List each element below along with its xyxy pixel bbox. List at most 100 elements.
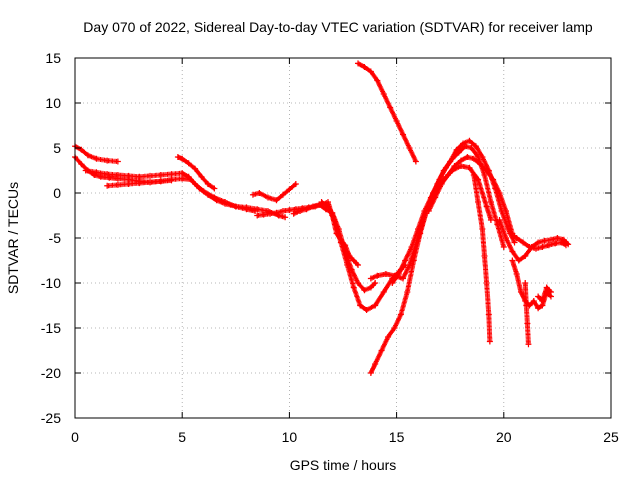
data-point — [374, 77, 381, 84]
y-tick-label: -10 — [41, 275, 61, 291]
data-point — [517, 289, 524, 295]
data-point — [460, 140, 467, 147]
data-point — [472, 143, 479, 150]
data-point — [520, 239, 527, 246]
data-point — [200, 188, 207, 195]
data-point — [477, 161, 484, 168]
y-axis-label: SDTVAR / TECUs — [5, 182, 21, 294]
data-point — [525, 341, 532, 348]
series-arc-4 — [104, 177, 175, 189]
data-point — [475, 199, 482, 205]
data-point — [104, 171, 111, 178]
data-point — [372, 280, 379, 286]
data-point — [211, 185, 218, 192]
data-point — [539, 298, 546, 304]
data-point — [367, 68, 374, 75]
data-point — [372, 361, 379, 367]
data-point — [260, 211, 267, 218]
y-tick-label: 15 — [45, 50, 61, 66]
series-arc-6 — [249, 181, 299, 204]
data-point — [408, 244, 415, 250]
data-point — [292, 181, 299, 187]
data-point — [147, 172, 154, 179]
data-point — [417, 230, 424, 237]
data-point — [374, 272, 381, 279]
data-point — [509, 248, 516, 255]
x-tick-label: 15 — [389, 429, 405, 445]
data-point — [522, 280, 529, 286]
data-point — [297, 208, 304, 214]
y-tick-label: -15 — [41, 320, 61, 336]
data-point — [273, 209, 280, 216]
data-point — [243, 206, 250, 213]
data-point — [324, 203, 331, 210]
data-point — [286, 186, 293, 193]
data-point — [483, 167, 490, 174]
data-point — [318, 199, 325, 205]
data-point — [562, 242, 569, 249]
x-tick-label: 20 — [496, 429, 512, 445]
data-point — [372, 302, 379, 309]
y-tick-label: -25 — [41, 410, 61, 426]
data-point — [279, 191, 286, 198]
data-point — [125, 181, 132, 187]
data-point — [389, 280, 396, 286]
data-point — [264, 194, 271, 201]
data-point — [114, 181, 121, 188]
data-point — [479, 226, 486, 232]
data-point — [425, 208, 432, 214]
data-point — [558, 239, 565, 246]
data-point — [535, 305, 542, 312]
data-point — [331, 217, 338, 223]
data-point — [249, 191, 256, 198]
data-point — [222, 199, 229, 205]
series-arc-19 — [522, 280, 532, 348]
data-point — [487, 217, 494, 223]
x-axis-label: GPS time / hours — [290, 457, 397, 473]
data-point — [522, 253, 529, 259]
data-point — [279, 208, 286, 214]
data-point — [168, 177, 175, 184]
data-point — [367, 275, 374, 282]
series-arc-17 — [507, 230, 569, 252]
x-tick-label: 0 — [71, 429, 79, 445]
x-tick-label: 5 — [178, 429, 186, 445]
data-point — [380, 91, 387, 97]
series-arc-16 — [496, 217, 572, 264]
data-point — [168, 171, 175, 178]
x-tick-label: 10 — [282, 429, 298, 445]
data-point — [192, 181, 199, 187]
data-point — [397, 311, 404, 318]
data-point — [438, 181, 445, 187]
data-point — [502, 235, 509, 241]
data-point — [104, 157, 111, 164]
y-tick-label: -20 — [41, 365, 61, 381]
data-point — [485, 311, 492, 318]
data-point — [466, 164, 473, 171]
data-point — [541, 237, 548, 244]
data-point — [355, 60, 362, 67]
data-point — [174, 154, 181, 160]
data-point — [104, 182, 111, 189]
data-point — [486, 338, 493, 345]
data-point — [282, 214, 289, 221]
data-point — [382, 271, 389, 277]
data-point — [402, 257, 409, 264]
data-point — [267, 210, 274, 217]
data-point — [273, 197, 280, 204]
data-point — [507, 230, 514, 237]
x-tick-label: 25 — [603, 429, 619, 445]
data-point — [464, 154, 471, 160]
series-arc-11 — [355, 60, 419, 165]
data-point — [496, 190, 503, 196]
data-point — [84, 152, 91, 159]
data-point — [93, 155, 100, 162]
data-point — [526, 244, 533, 250]
data-point — [524, 320, 531, 327]
data-point — [511, 239, 518, 246]
data-point — [204, 181, 211, 187]
data-point — [309, 203, 316, 210]
data-point — [457, 157, 464, 164]
data-point — [393, 118, 400, 124]
